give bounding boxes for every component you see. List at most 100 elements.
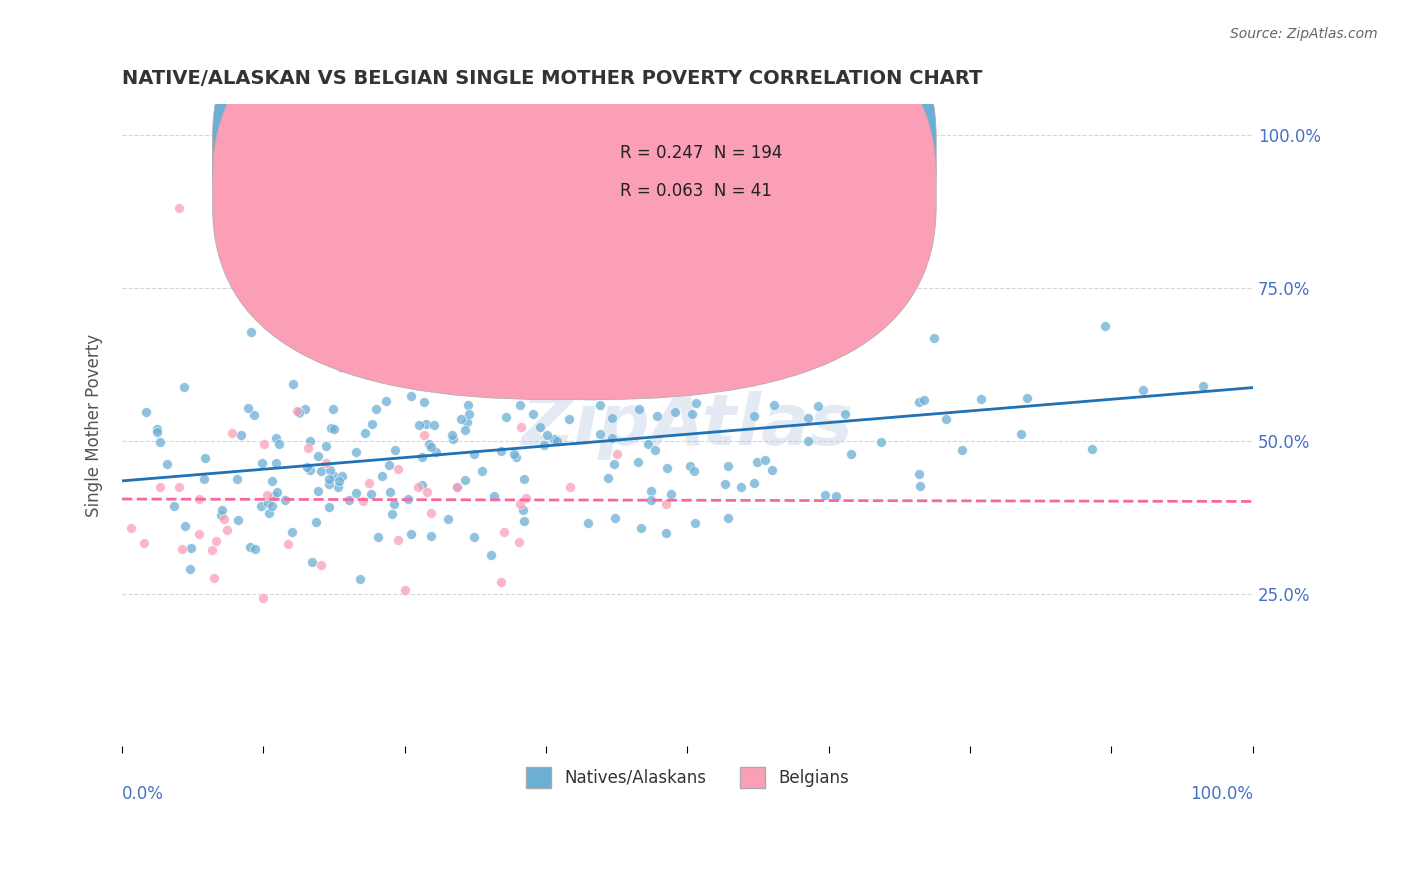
Point xyxy=(593,378,616,392)
Point xyxy=(419,440,441,454)
Point xyxy=(630,521,652,535)
Point xyxy=(557,411,579,425)
Point xyxy=(156,457,179,471)
Point xyxy=(589,427,612,442)
Point xyxy=(446,480,468,494)
Point xyxy=(352,494,374,508)
Point xyxy=(250,456,273,470)
Point xyxy=(267,436,290,450)
Point xyxy=(413,395,436,409)
Point xyxy=(512,503,534,517)
Text: ZipAtlas: ZipAtlas xyxy=(522,391,853,460)
Point xyxy=(1132,384,1154,398)
Point xyxy=(489,444,512,458)
Point xyxy=(747,455,769,469)
Point xyxy=(441,432,464,446)
Point xyxy=(307,449,329,463)
Point xyxy=(489,301,512,315)
Point xyxy=(513,514,536,528)
Point xyxy=(912,392,935,407)
Point xyxy=(381,507,404,521)
Point xyxy=(378,458,401,472)
Point xyxy=(408,418,430,433)
Point xyxy=(353,425,375,440)
Point xyxy=(453,473,475,487)
Text: 0.0%: 0.0% xyxy=(122,785,165,803)
Point xyxy=(263,489,285,503)
Point xyxy=(463,530,485,544)
Text: 100.0%: 100.0% xyxy=(1189,785,1253,803)
Point xyxy=(536,428,558,442)
Point xyxy=(323,469,346,483)
Point xyxy=(202,571,225,585)
Point xyxy=(285,403,308,417)
Text: NATIVE/ALASKAN VS BELGIAN SINGLE MOTHER POVERTY CORRELATION CHART: NATIVE/ALASKAN VS BELGIAN SINGLE MOTHER … xyxy=(122,69,983,87)
Point xyxy=(616,356,638,370)
Point xyxy=(598,471,620,485)
Point xyxy=(564,386,586,401)
Point xyxy=(323,422,346,436)
Point xyxy=(242,408,264,422)
Point xyxy=(585,384,607,398)
Point xyxy=(330,469,353,483)
Point xyxy=(329,359,352,374)
Point xyxy=(558,480,581,494)
Point xyxy=(411,450,433,465)
Point xyxy=(664,404,686,418)
Point xyxy=(794,325,817,339)
Point xyxy=(717,458,740,473)
Point xyxy=(411,477,433,491)
Point xyxy=(256,496,278,510)
Point xyxy=(307,483,329,498)
Point xyxy=(326,480,349,494)
Point xyxy=(627,455,650,469)
Point xyxy=(627,401,650,416)
Point xyxy=(1094,318,1116,333)
Point xyxy=(600,410,623,425)
Point xyxy=(509,386,531,401)
Point xyxy=(145,425,167,439)
Point xyxy=(288,406,311,420)
Point xyxy=(533,438,555,452)
Point xyxy=(482,489,505,503)
Point xyxy=(315,439,337,453)
Point xyxy=(419,529,441,543)
Point xyxy=(253,437,276,451)
Point xyxy=(180,541,202,556)
Point xyxy=(406,352,429,367)
Point xyxy=(471,464,494,478)
Point xyxy=(676,333,699,347)
Point xyxy=(361,417,384,431)
Point xyxy=(446,480,468,494)
Point xyxy=(576,516,599,530)
Point xyxy=(319,463,342,477)
Point xyxy=(280,524,302,539)
Point xyxy=(367,530,389,544)
Point xyxy=(454,423,477,437)
Point xyxy=(522,407,544,421)
Point xyxy=(134,536,156,550)
Point xyxy=(589,398,612,412)
Point xyxy=(318,471,340,485)
Point xyxy=(682,464,704,478)
Point xyxy=(167,480,190,494)
Point xyxy=(309,465,332,479)
Point xyxy=(717,510,740,524)
Point xyxy=(322,401,344,416)
Point xyxy=(294,402,316,417)
Point xyxy=(540,378,562,392)
Point xyxy=(170,542,193,557)
Point xyxy=(762,398,785,412)
Point xyxy=(221,425,243,440)
Point xyxy=(714,476,737,491)
Point xyxy=(328,475,350,489)
Point xyxy=(658,305,681,319)
Point xyxy=(754,452,776,467)
Point xyxy=(257,506,280,520)
Point xyxy=(481,548,503,562)
Point xyxy=(264,456,287,470)
Point xyxy=(266,431,288,445)
Point xyxy=(214,512,236,526)
Point xyxy=(825,489,848,503)
Point xyxy=(256,488,278,502)
